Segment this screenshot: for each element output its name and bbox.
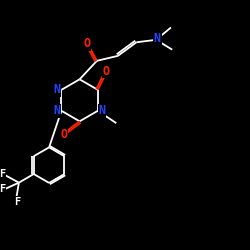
Text: F: F — [0, 169, 6, 179]
Text: O: O — [60, 128, 67, 141]
Text: F: F — [0, 184, 6, 194]
Text: F: F — [14, 197, 21, 207]
Text: O: O — [84, 37, 90, 50]
Text: N: N — [99, 104, 106, 117]
Text: O: O — [103, 65, 110, 78]
Text: N: N — [54, 104, 60, 117]
Text: N: N — [54, 83, 60, 96]
Text: N: N — [154, 32, 161, 45]
